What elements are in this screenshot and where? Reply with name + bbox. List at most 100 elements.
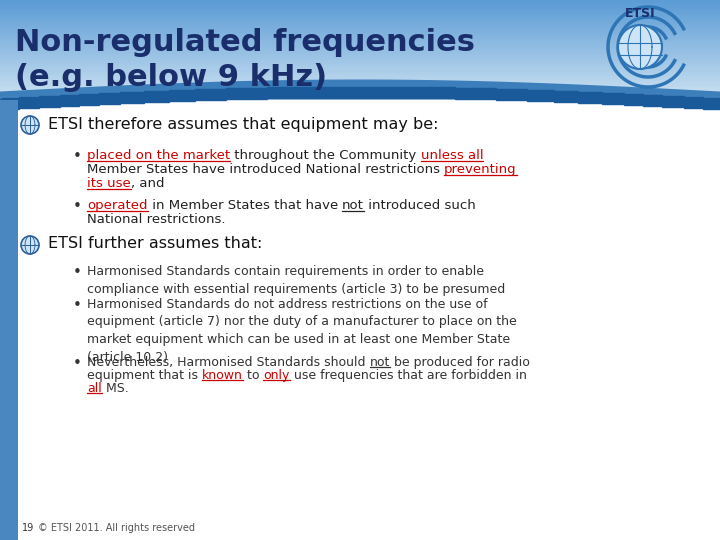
Bar [96, 93, 99, 105]
Bar [99, 93, 101, 104]
Bar [0, 75, 720, 77]
Bar [696, 97, 698, 108]
Bar [626, 94, 629, 105]
Bar [593, 92, 595, 103]
Bar [674, 96, 677, 107]
Bar [260, 87, 263, 99]
Bar [480, 88, 482, 99]
Bar [0, 52, 720, 55]
Bar [443, 87, 446, 98]
Bar [600, 92, 602, 104]
Bar [0, 33, 720, 36]
Bar [0, 32, 720, 34]
Bar [609, 93, 611, 104]
Bar [50, 96, 53, 107]
Bar [650, 95, 652, 106]
Bar [171, 90, 174, 102]
Bar [323, 86, 325, 98]
Bar [513, 89, 516, 100]
Text: © ETSI 2011. All rights reserved: © ETSI 2011. All rights reserved [38, 523, 195, 533]
Bar [433, 87, 436, 98]
Bar [660, 96, 662, 106]
Bar [320, 87, 323, 98]
Bar [371, 86, 373, 98]
Bar [0, 84, 720, 86]
Bar [672, 96, 674, 107]
Bar [571, 91, 573, 102]
Bar [193, 90, 195, 100]
Bar [12, 98, 14, 109]
Bar [455, 87, 457, 98]
Bar [0, 40, 720, 43]
Bar [426, 87, 428, 98]
Bar [142, 91, 145, 103]
Bar [568, 91, 571, 102]
Text: placed on the market: placed on the market [87, 149, 230, 162]
Bar [135, 92, 138, 103]
Bar [104, 93, 106, 104]
Bar [70, 95, 72, 106]
Bar [219, 89, 222, 100]
Bar [491, 89, 494, 99]
Bar [130, 92, 132, 103]
Bar [0, 80, 720, 83]
Bar [0, 29, 720, 31]
Bar [315, 87, 318, 98]
Bar [256, 87, 258, 99]
Bar [138, 92, 140, 103]
Bar [0, 86, 720, 89]
Text: , and: , and [131, 177, 164, 190]
Bar [356, 86, 359, 98]
Bar [299, 87, 301, 98]
Bar [380, 86, 383, 98]
Bar [498, 89, 501, 99]
Bar [684, 97, 686, 107]
Bar [0, 28, 720, 30]
Bar [564, 91, 566, 102]
Bar [0, 48, 720, 50]
Bar [484, 88, 487, 99]
Bar [438, 87, 441, 98]
Bar [55, 96, 58, 106]
Bar [0, 10, 720, 12]
Bar [267, 87, 270, 98]
Bar [0, 0, 720, 2]
Bar [168, 90, 171, 102]
Bar [402, 87, 405, 98]
Circle shape [618, 25, 662, 69]
Bar [575, 91, 578, 103]
Bar [474, 88, 477, 99]
Bar [706, 98, 708, 109]
Bar [29, 97, 31, 108]
Bar [395, 86, 397, 98]
Bar [0, 11, 720, 13]
Bar [0, 57, 720, 59]
Bar [19, 98, 22, 109]
Bar [296, 87, 299, 98]
Bar [159, 91, 161, 102]
Bar [195, 90, 197, 100]
Bar [212, 89, 215, 100]
Bar [693, 97, 696, 108]
Bar [178, 90, 181, 101]
Bar [621, 93, 624, 104]
Bar [123, 92, 125, 103]
Bar [631, 94, 634, 105]
Bar [634, 94, 636, 105]
Bar [557, 91, 559, 102]
Bar [224, 89, 226, 99]
Bar [703, 98, 706, 109]
Bar [701, 98, 703, 109]
Bar [0, 35, 720, 37]
Bar [0, 16, 720, 18]
Bar [120, 92, 123, 104]
Text: •: • [73, 356, 82, 371]
Text: operated: operated [87, 199, 148, 212]
Bar [410, 87, 412, 98]
Bar [446, 87, 448, 98]
Bar [27, 97, 29, 108]
Bar [624, 93, 626, 105]
Bar [487, 88, 489, 99]
Text: Nevertheless, Harmonised Standards should: Nevertheless, Harmonised Standards shoul… [87, 356, 369, 369]
Bar [333, 86, 335, 98]
